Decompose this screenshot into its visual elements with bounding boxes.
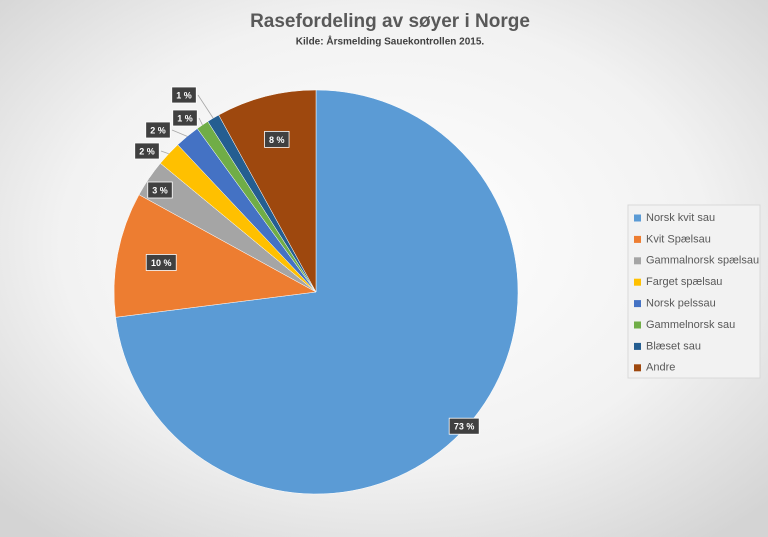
legend-swatch [634,214,641,222]
legend-label: Farget spælsau [646,276,722,288]
data-label-box [134,142,160,160]
legend-swatch [634,300,641,308]
data-label: 10 % [151,258,172,268]
legend-label: Kvit Spælsau [646,233,711,245]
leader-line [198,117,203,126]
legend-label: Norsk pelssau [646,298,716,310]
chart-title: Rasefordeling av søyer i Norge [250,11,530,32]
legend-swatch [634,342,641,350]
leader-line [171,129,188,137]
pie-slice [218,89,317,293]
legend-label: Andre [646,362,675,374]
data-label: 2 % [150,125,166,135]
leader-line [160,150,169,155]
legend-label: Gammalnorsk spælsau [646,255,759,267]
data-label-box [145,121,171,139]
data-label-box [172,109,198,127]
legend-label: Gammelnorsk sau [646,319,735,331]
data-label: 2 % [139,146,155,156]
data-label-box [264,130,290,148]
data-label-box [145,254,177,271]
data-label: 3 % [152,185,168,195]
legend-swatch [634,257,641,265]
legend-label: Blæset sau [646,340,701,352]
data-label-box [448,417,480,435]
legend-swatch [634,235,641,243]
legend-box [627,204,761,379]
data-label: 1 % [176,90,192,100]
pie-slice [113,194,317,318]
data-label-box [147,181,173,199]
legend-swatch [634,321,641,329]
data-label: 8 % [269,135,285,145]
legend-swatch [634,364,641,372]
chart-subtitle: Kilde: Årsmelding Sauekontrollen 2015. [296,35,485,48]
legend-label: Norsk kvit sau [646,212,715,224]
legend-swatch [634,278,641,286]
data-label: 73 % [454,422,475,432]
data-label: 1 % [177,113,193,123]
leader-line [197,94,214,119]
data-label-box [171,86,197,104]
